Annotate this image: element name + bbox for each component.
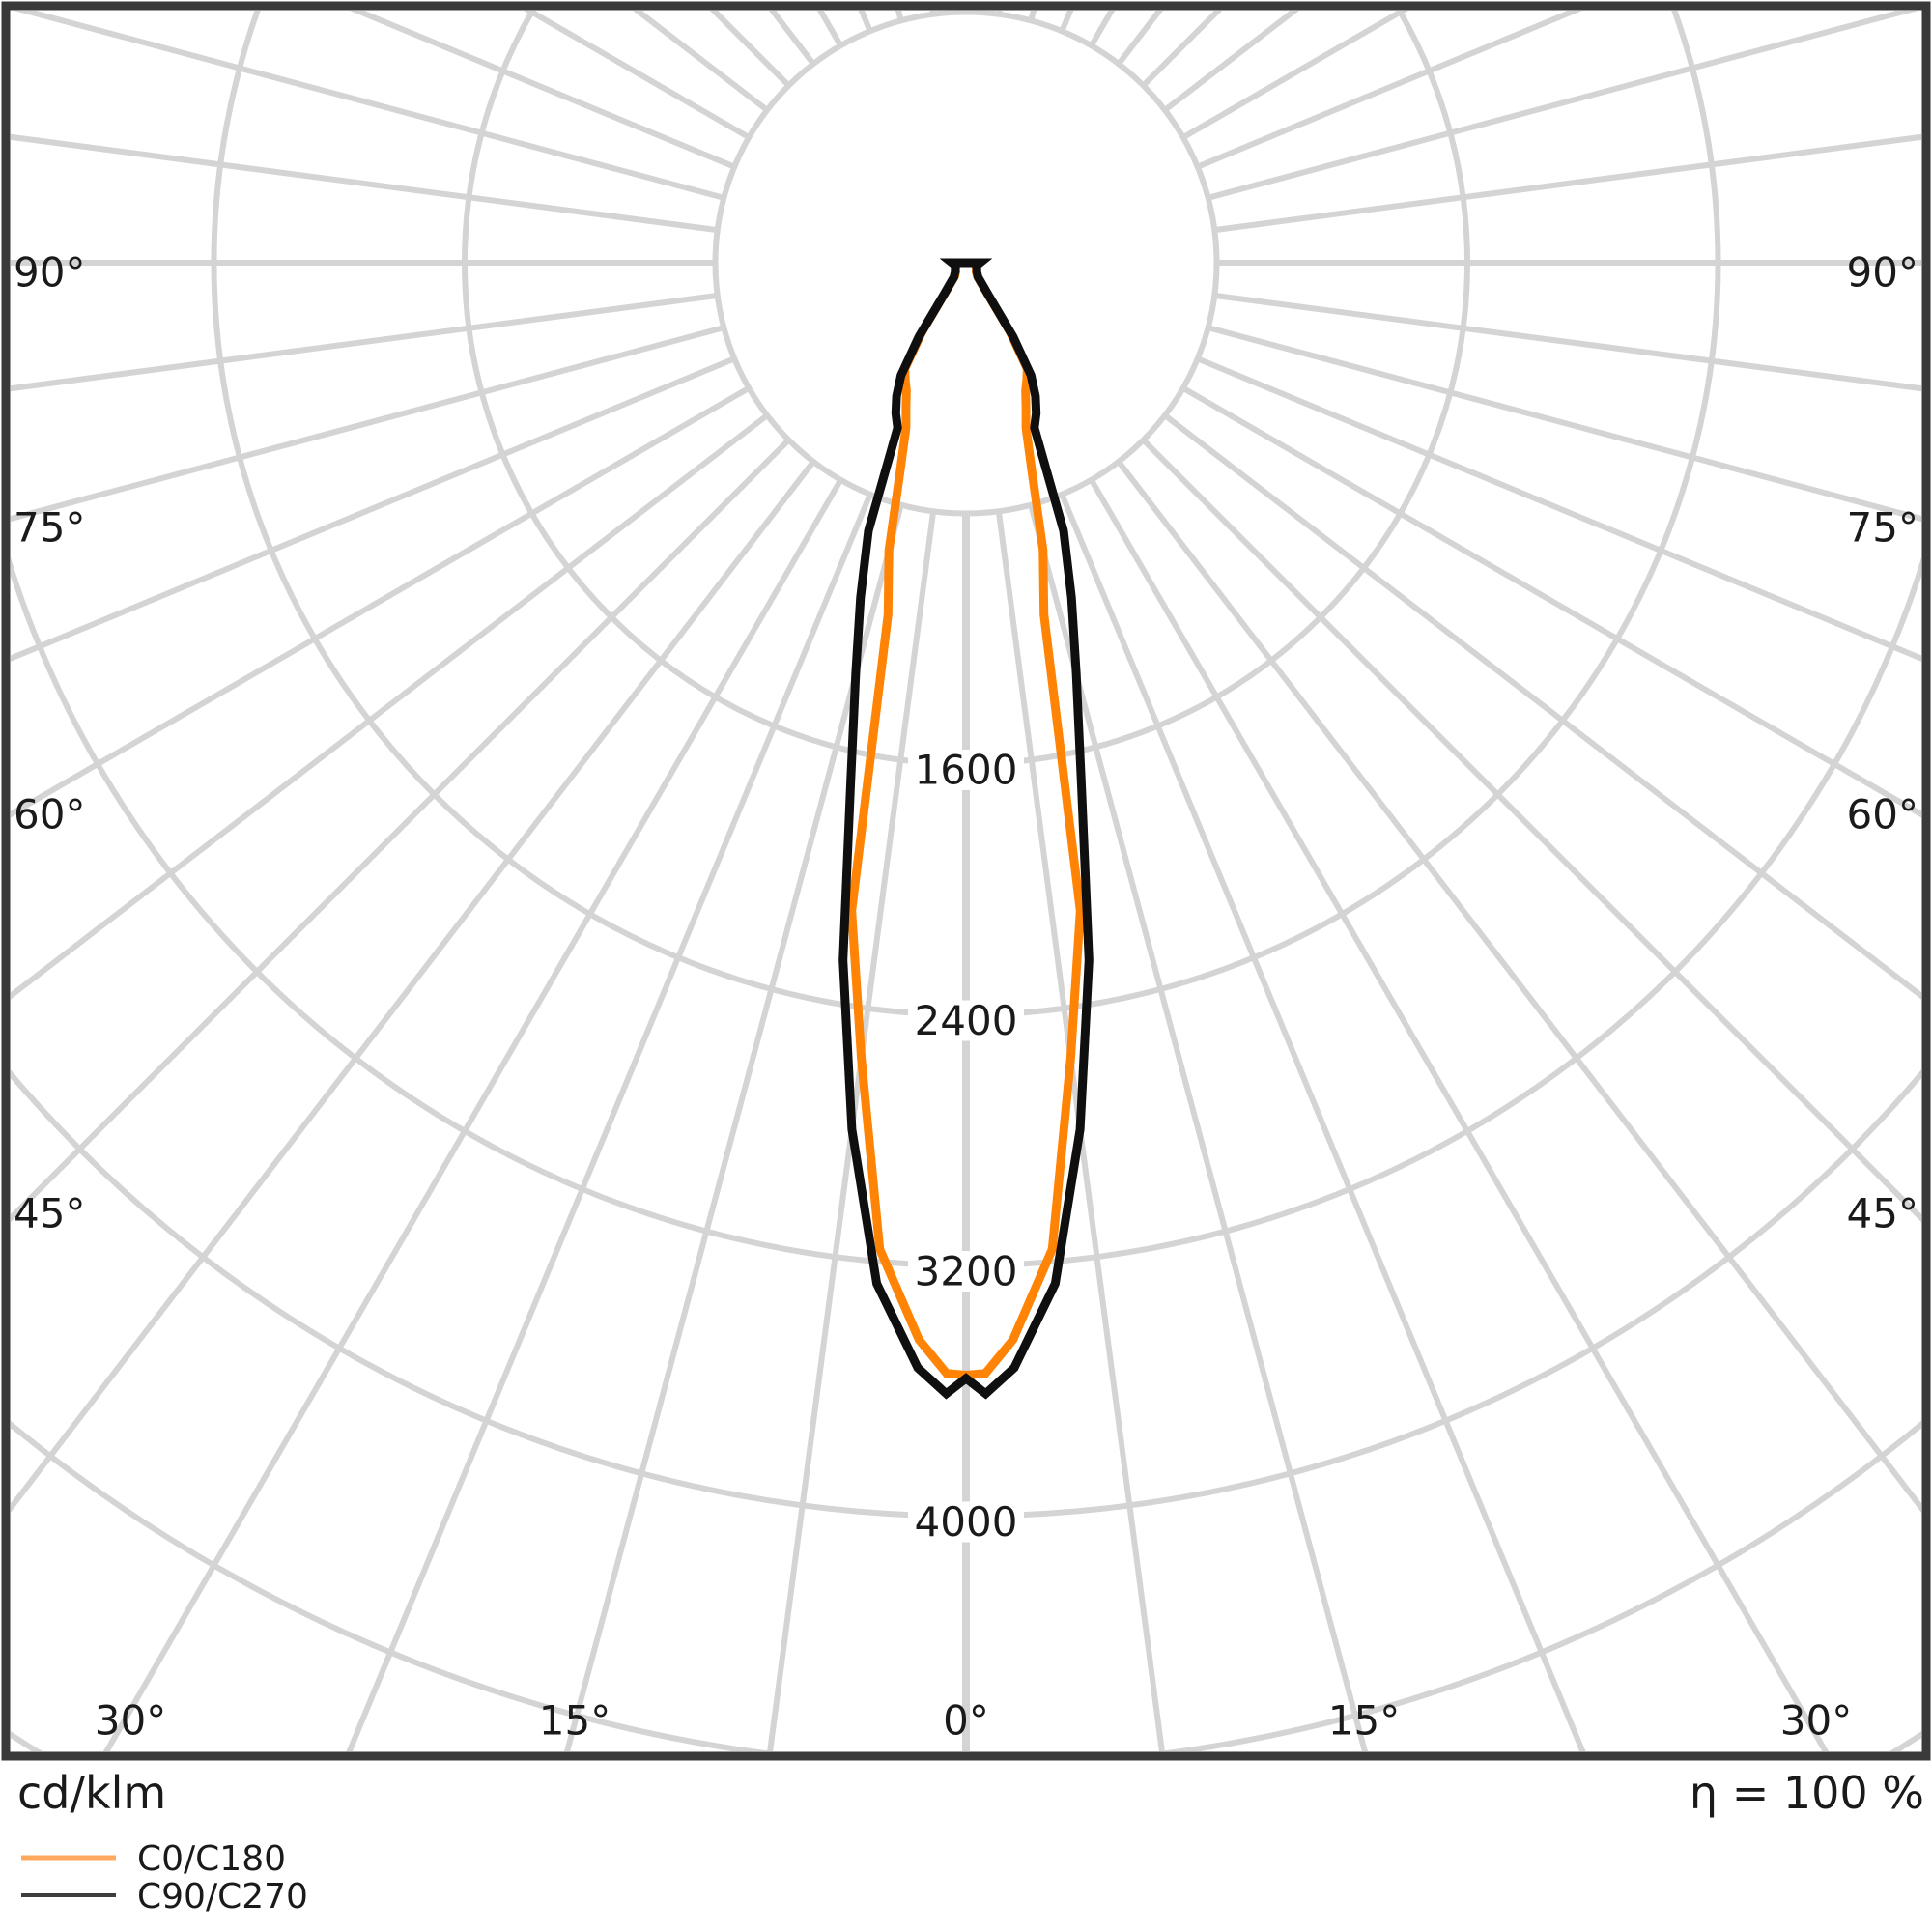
grid-spoke-82.5 bbox=[1213, 292, 1921, 392]
grid-spoke-7.5 bbox=[995, 510, 1165, 1751]
radial-tick-label-3200: 3200 bbox=[915, 1248, 1018, 1295]
angle-tick-labels: 90° 90° 75° 75° 60° 60° 45° 45° 30° 15° 0° 15° 30° bbox=[14, 249, 1918, 1745]
units-label: cd/klm bbox=[17, 1767, 166, 1819]
angle-label-right-75deg: 75° bbox=[1847, 504, 1918, 552]
legend: C0/C180 C90/C270 bbox=[21, 1839, 308, 1917]
legend-label-c90-c270: C90/C270 bbox=[137, 1877, 308, 1917]
grid-spoke-67.5 bbox=[1196, 355, 1921, 662]
angle-label-left-75deg: 75° bbox=[14, 504, 85, 552]
efficiency-label: η = 100 % bbox=[1690, 1767, 1924, 1819]
grid-spoke-262.5 bbox=[11, 133, 719, 234]
angle-label-bottom-3-15deg: 15° bbox=[1328, 1697, 1400, 1745]
grid-spoke-97.5 bbox=[1213, 133, 1921, 234]
legend-label-c0-c180: C0/C180 bbox=[137, 1839, 286, 1879]
angle-label-left-60deg: 60° bbox=[14, 791, 85, 838]
grid-spoke-45 bbox=[1141, 438, 1921, 1223]
angle-label-bottom-4-30deg: 30° bbox=[1780, 1697, 1852, 1745]
grid-spoke-22.5 bbox=[1059, 493, 1586, 1751]
angle-label-right-60deg: 60° bbox=[1847, 791, 1918, 838]
radial-label-chip-3200 bbox=[908, 1251, 1024, 1292]
radial-label-chip-1600 bbox=[908, 750, 1024, 790]
radial-tick-labels: 1600 2400 3200 4000 bbox=[908, 747, 1024, 1546]
grid-spoke-330 bbox=[102, 478, 843, 1751]
grid-spoke-352.5 bbox=[767, 510, 937, 1751]
grid-spoke-307.5 bbox=[11, 412, 769, 1000]
grid-spoke-52.5 bbox=[1163, 412, 1921, 1000]
grid-spoke-292.5 bbox=[11, 355, 736, 662]
grid-spoke-322.5 bbox=[11, 460, 816, 1513]
grid-spoke-15 bbox=[1028, 503, 1369, 1751]
angle-label-left-90deg: 90° bbox=[14, 249, 85, 297]
angle-label-right-90deg: 90° bbox=[1847, 249, 1918, 297]
curve-c90-c270 bbox=[838, 258, 1094, 1400]
grid-spoke-315 bbox=[11, 438, 791, 1223]
grid-spoke-300 bbox=[11, 385, 751, 818]
grid-spoke-30 bbox=[1089, 478, 1830, 1751]
grid-spoke-105 bbox=[1207, 11, 1918, 201]
grid-spoke-75 bbox=[1207, 325, 1921, 523]
angle-label-left-45deg: 45° bbox=[14, 1190, 85, 1237]
angle-label-bottom-2-0deg: 0° bbox=[943, 1697, 989, 1745]
grid-spoke-255 bbox=[14, 11, 725, 201]
grid-spoke-60 bbox=[1181, 385, 1921, 818]
plot-frame bbox=[1, 1, 1931, 1761]
angle-label-bottom-1-15deg: 15° bbox=[539, 1697, 611, 1745]
grid-spoke-285 bbox=[11, 325, 725, 523]
radial-label-chip-4000 bbox=[908, 1501, 1024, 1543]
intensity-curves bbox=[838, 258, 1094, 1400]
radial-tick-label-2400: 2400 bbox=[915, 997, 1018, 1044]
radial-tick-label-1600: 1600 bbox=[915, 747, 1018, 794]
grid-spoke-277.5 bbox=[11, 292, 719, 392]
angle-label-bottom-0-30deg: 30° bbox=[95, 1697, 166, 1745]
radial-label-chip-2400 bbox=[908, 1000, 1024, 1041]
grid-spoke-337.5 bbox=[346, 493, 873, 1751]
grid-spoke-37.5 bbox=[1116, 460, 1921, 1513]
grid-spoke-345 bbox=[563, 503, 904, 1751]
angle-label-right-45deg: 45° bbox=[1847, 1190, 1918, 1237]
radial-tick-label-4000: 4000 bbox=[915, 1498, 1018, 1546]
